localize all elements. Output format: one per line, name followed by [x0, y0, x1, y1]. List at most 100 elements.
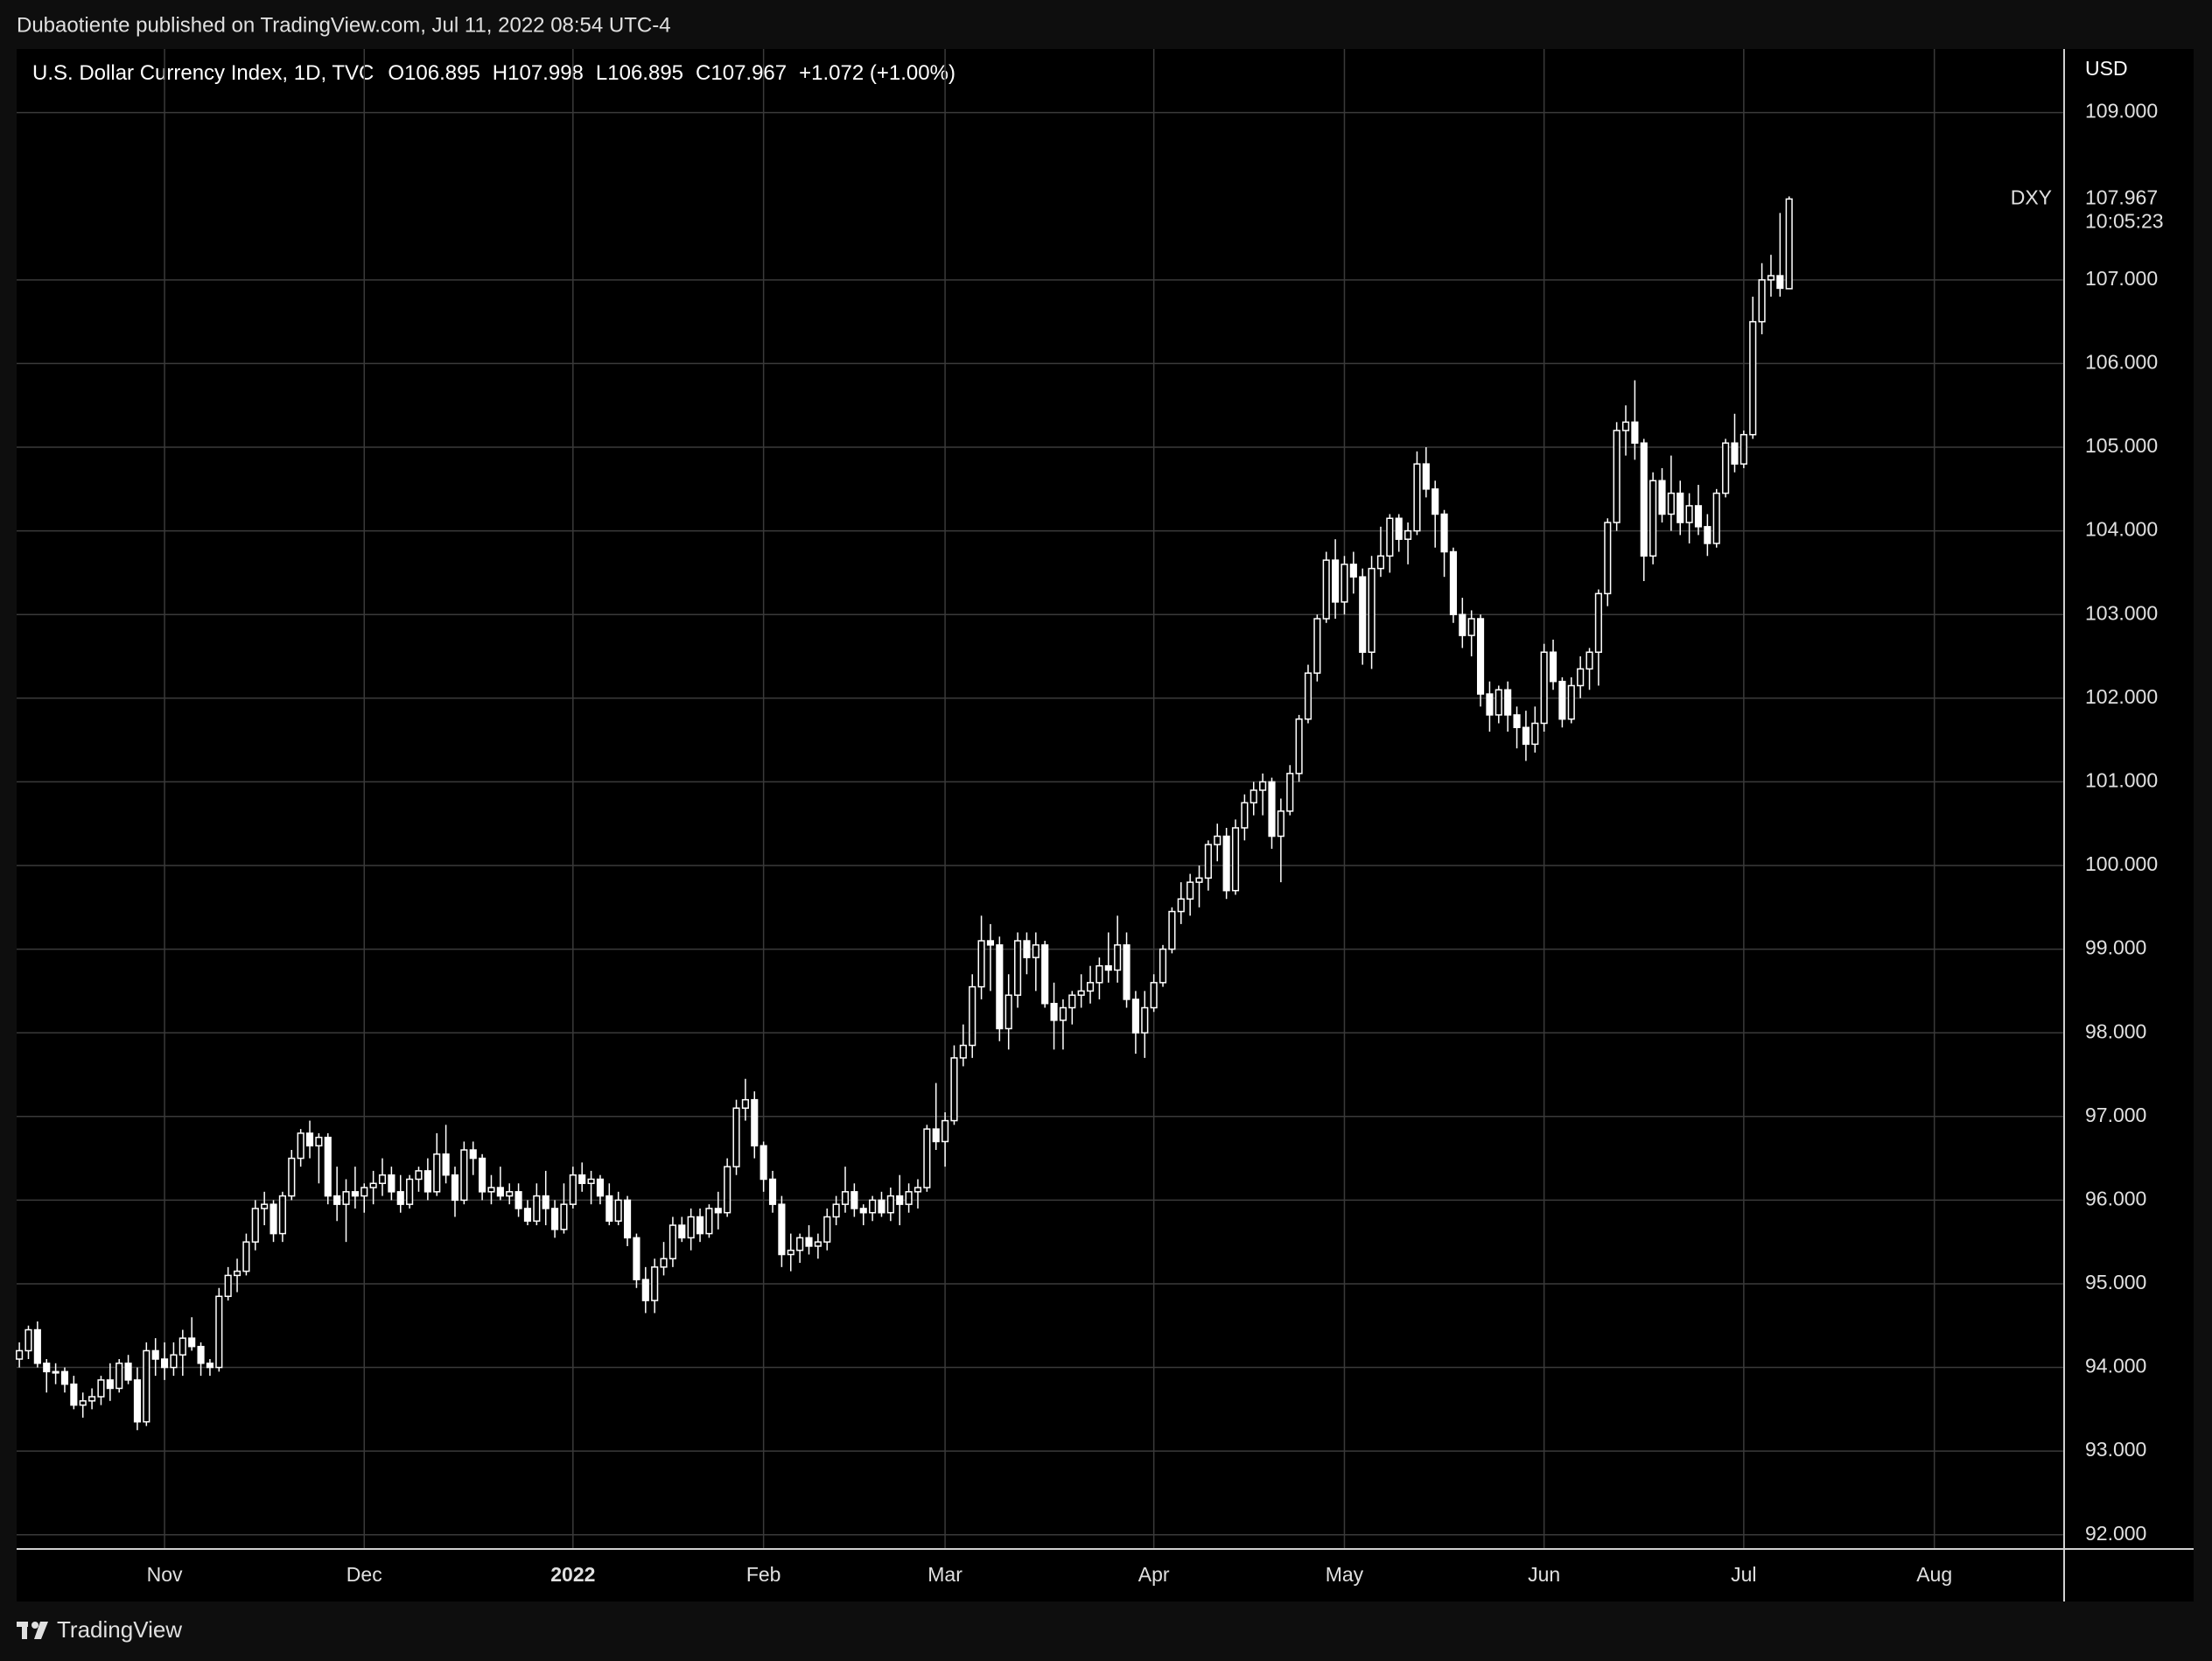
- candle-body: [878, 1199, 886, 1214]
- candle-body: [732, 1107, 740, 1167]
- candle-body: [24, 1328, 32, 1352]
- candle-body: [324, 1136, 332, 1197]
- candle-body: [342, 1191, 350, 1205]
- candle-body: [623, 1199, 632, 1239]
- candle-body: [1041, 944, 1049, 1005]
- candle-body: [1594, 592, 1602, 653]
- candle-body: [696, 1216, 704, 1235]
- candle-body: [1222, 835, 1230, 892]
- candle-body: [188, 1337, 196, 1348]
- candle-body: [288, 1157, 296, 1197]
- y-tick-label: 92.000: [2085, 1522, 2146, 1545]
- candle-body: [551, 1208, 559, 1230]
- candle-body: [469, 1149, 477, 1160]
- candle-body: [1567, 684, 1575, 720]
- candle-body: [942, 1119, 949, 1143]
- candle-body: [633, 1237, 640, 1280]
- candle-body: [278, 1195, 286, 1235]
- candle-body: [424, 1170, 431, 1193]
- logo-part: [32, 1622, 38, 1629]
- candle-body: [1150, 982, 1158, 1009]
- candle-body: [487, 1187, 495, 1193]
- candle-body: [124, 1363, 132, 1381]
- publisher-line: Dubaotiente published on TradingView.com…: [17, 13, 671, 37]
- candle-body: [97, 1379, 105, 1398]
- candle-body: [1322, 559, 1330, 620]
- candle-body: [1776, 275, 1784, 290]
- candle-body: [52, 1370, 60, 1374]
- candle-body: [1577, 668, 1585, 687]
- y-tick-label: 105.000: [2085, 434, 2158, 457]
- candle-body: [1340, 564, 1348, 603]
- candle-body: [479, 1157, 486, 1193]
- candle-body: [270, 1203, 277, 1235]
- candle-body: [959, 1044, 967, 1059]
- candle-body: [1513, 714, 1521, 729]
- candle-body: [614, 1199, 622, 1223]
- candle-body: [1123, 944, 1130, 1000]
- ohlc-key: H: [493, 61, 508, 85]
- x-tick-label: Aug: [1916, 1563, 1952, 1586]
- candle-body: [1440, 513, 1448, 553]
- candle-body: [1014, 940, 1022, 996]
- candle-body: [832, 1203, 840, 1218]
- candle-body: [1522, 726, 1530, 746]
- candle-body: [1586, 651, 1593, 670]
- candle-body: [1549, 651, 1558, 683]
- candle-body: [932, 1128, 940, 1143]
- candle-body: [751, 1098, 759, 1146]
- candle-body: [1068, 994, 1076, 1009]
- candle-body: [396, 1191, 404, 1205]
- candle-body: [1531, 722, 1539, 746]
- currency-label: USD: [2085, 57, 2128, 80]
- candle-body: [1349, 564, 1357, 578]
- candle-body: [1096, 964, 1103, 984]
- candle-body: [1086, 982, 1095, 992]
- candle-body: [1676, 492, 1684, 523]
- candle-body: [859, 1208, 867, 1214]
- candle-body: [215, 1295, 223, 1369]
- candle-body: [587, 1178, 595, 1185]
- candle-body: [1486, 693, 1494, 716]
- candle-body: [1712, 492, 1720, 544]
- candle-body: [1785, 198, 1793, 290]
- candle-body: [687, 1216, 695, 1239]
- ohlc-key: O: [388, 61, 404, 85]
- candle-body: [596, 1178, 605, 1197]
- candle-body: [305, 1132, 314, 1146]
- ohlc-key: C: [696, 61, 710, 85]
- candle-body: [1214, 835, 1222, 845]
- change-label: +1.072 (+1.00%): [799, 61, 956, 85]
- candle-body: [369, 1182, 377, 1188]
- candle-body: [1494, 689, 1502, 716]
- candle-body: [760, 1145, 767, 1181]
- candle-body: [1195, 877, 1203, 883]
- candle-body: [1376, 555, 1385, 570]
- x-tick-label: Jun: [1528, 1563, 1560, 1586]
- candle-body: [297, 1132, 304, 1160]
- candle-body: [161, 1358, 169, 1369]
- candle-body: [787, 1249, 794, 1256]
- candle-body: [1694, 505, 1703, 528]
- candle-body: [1704, 526, 1712, 544]
- candle-body: [1186, 881, 1194, 900]
- candle-body: [1658, 480, 1666, 515]
- candle-body: [542, 1195, 550, 1209]
- ohlc-value: 107.998: [508, 61, 584, 85]
- ohlc-key: L: [596, 61, 607, 85]
- countdown-label: 10:05:23: [2085, 209, 2164, 232]
- candle-body: [1413, 463, 1421, 532]
- candle-body: [768, 1178, 777, 1205]
- candle-body: [1059, 1006, 1067, 1021]
- y-tick-label: 95.000: [2085, 1271, 2146, 1293]
- candle-body: [43, 1363, 51, 1373]
- last-price-label: 107.967: [2085, 186, 2158, 208]
- candle-body: [641, 1279, 649, 1301]
- candle-body: [1313, 618, 1321, 674]
- candle-body: [814, 1241, 822, 1247]
- candle-body: [1422, 463, 1430, 490]
- candle-body: [1476, 618, 1485, 695]
- candle-body: [1286, 773, 1294, 812]
- x-tick-label: Jul: [1731, 1563, 1756, 1586]
- candle-body: [442, 1153, 450, 1176]
